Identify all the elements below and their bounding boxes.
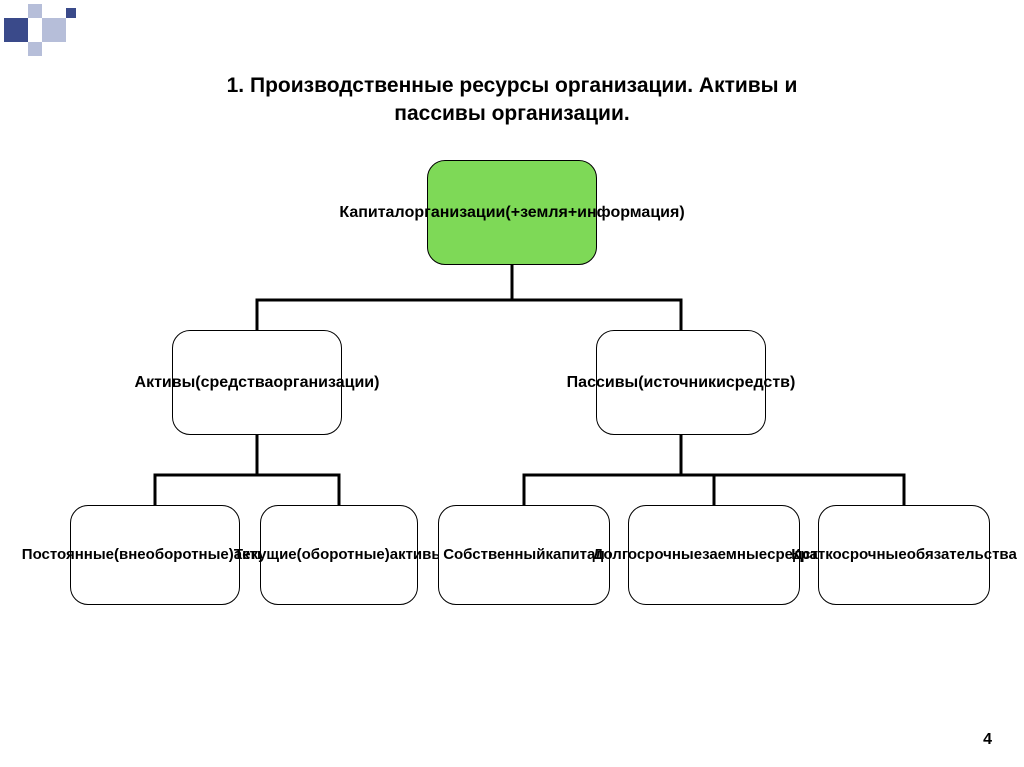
slide-number: 4 bbox=[983, 731, 992, 749]
node-fixed-assets: Постоянные(внеоборотные)активы bbox=[70, 505, 240, 605]
node-text: (оборотные) bbox=[297, 546, 390, 565]
node-equity: Собственныйкапитал bbox=[438, 505, 610, 605]
node-text: +информация) bbox=[568, 203, 685, 223]
node-text: организации) bbox=[273, 373, 379, 393]
title-line-1: 1. Производственные ресурсы организации.… bbox=[227, 74, 798, 97]
node-text: обязательства bbox=[907, 546, 1017, 565]
node-text: Долгосрочные bbox=[593, 546, 702, 565]
node-text: Активы bbox=[135, 373, 196, 393]
corner-decoration bbox=[0, 0, 90, 65]
deco-square bbox=[42, 18, 66, 42]
node-text: (+земля bbox=[505, 203, 567, 223]
deco-square bbox=[66, 8, 76, 18]
deco-square bbox=[28, 42, 42, 56]
node-text: (источники bbox=[638, 373, 726, 393]
node-short-term-liab: Краткосрочныеобязательства bbox=[818, 505, 990, 605]
node-text: Текущие bbox=[234, 546, 297, 565]
node-root: Капиталорганизации(+земля+информация) bbox=[427, 160, 597, 265]
node-text: (внеоборотные) bbox=[114, 546, 234, 565]
node-current-assets: Текущие(оборотные)активы bbox=[260, 505, 418, 605]
node-text: средств) bbox=[726, 373, 795, 393]
node-liabilities: Пассивы(источникисредств) bbox=[596, 330, 766, 435]
node-assets: Активы(средстваорганизации) bbox=[172, 330, 342, 435]
node-text: организации bbox=[405, 203, 506, 223]
org-chart: Капиталорганизации(+земля+информация) Ак… bbox=[0, 155, 1024, 695]
node-text: Постоянные bbox=[22, 546, 114, 565]
node-text: Пассивы bbox=[567, 373, 639, 393]
node-text: Краткосрочные bbox=[791, 546, 907, 565]
node-text: заемные bbox=[702, 546, 767, 565]
title-line-2: пассивы организации. bbox=[394, 102, 629, 125]
deco-square bbox=[4, 18, 28, 42]
page-title: 1. Производственные ресурсы организации.… bbox=[0, 72, 1024, 129]
deco-square bbox=[28, 4, 42, 18]
node-long-term-debt: Долгосрочныезаемныесредства bbox=[628, 505, 800, 605]
node-text: Собственный bbox=[443, 546, 545, 565]
node-text: активы bbox=[390, 546, 444, 565]
node-text: Капитал bbox=[339, 203, 404, 223]
node-text: (средства bbox=[195, 373, 273, 393]
